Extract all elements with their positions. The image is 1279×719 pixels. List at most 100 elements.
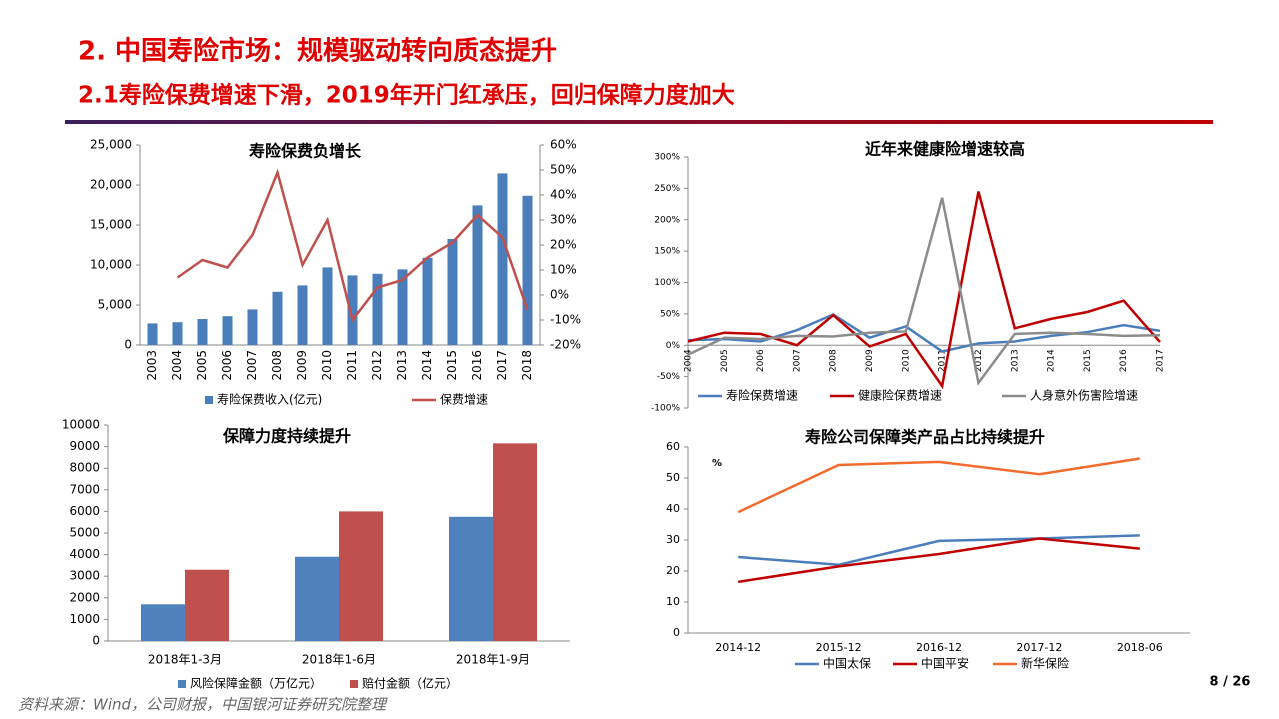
x-tick-label: 2018年1-9月 [456, 653, 530, 667]
y-tick-label: 20 [666, 564, 680, 577]
y2-tick-label: -10% [550, 313, 581, 327]
x-tick-label: 2008 [270, 350, 284, 381]
header-rule [65, 120, 1213, 124]
legend-swatch [178, 680, 186, 688]
x-tick-label: 2014 [1047, 349, 1057, 372]
chart-title: 寿险公司保障类产品占比持续提升 [805, 428, 1045, 447]
y-tick-label: 0 [673, 626, 680, 639]
bar [522, 195, 533, 345]
legend-label: 人身意外伤害险增速 [1030, 388, 1138, 403]
y-tick-label: 50 [666, 471, 680, 484]
legend-label: 中国平安 [921, 656, 969, 671]
legend-label: 中国太保 [823, 656, 871, 671]
x-tick-label: 2011 [345, 350, 359, 381]
x-tick-label: 2012 [974, 349, 984, 372]
chart-title: 寿险保费负增长 [249, 142, 362, 161]
y-tick-label: 5000 [69, 526, 100, 540]
x-tick-label: 2015-12 [816, 641, 862, 654]
y-tick-label: 8000 [69, 461, 100, 475]
x-tick-label: 2010 [901, 349, 911, 372]
bar [247, 309, 258, 345]
y-tick-label: 150% [654, 247, 680, 257]
x-tick-label: 2013 [1010, 349, 1020, 372]
bar [397, 269, 408, 345]
y-tick-label: 2000 [69, 590, 100, 604]
bar [449, 516, 493, 641]
y-tick-label: 0% [666, 341, 681, 351]
legend-swatch [350, 680, 358, 688]
x-tick-label: 2014-12 [715, 641, 761, 654]
bar [497, 173, 508, 345]
bar [472, 205, 483, 345]
legend-label: 风险保障金额（万亿元） [190, 676, 322, 691]
bar [295, 556, 339, 641]
x-tick-label: 2015 [1083, 349, 1093, 372]
bar [147, 323, 158, 345]
x-tick-label: 2008 [829, 349, 839, 372]
slide-title: 2. 中国寿险市场：规模驱动转向质态提升 [78, 36, 557, 67]
y2-tick-label: 20% [550, 238, 577, 252]
bar [447, 239, 458, 345]
x-tick-label: 2007 [792, 349, 802, 372]
x-tick-label: 2018年1-3月 [148, 653, 222, 667]
bar [322, 267, 333, 345]
x-tick-label: 2018 [520, 350, 534, 381]
bar [339, 511, 383, 641]
y-tick-label: 50% [660, 309, 680, 319]
x-tick-label: 2016 [470, 350, 484, 381]
x-tick-label: 2018-06 [1117, 641, 1163, 654]
x-tick-label: 2009 [865, 349, 875, 372]
legend-label: 健康险保费增速 [858, 388, 942, 403]
x-tick-label: 2006 [220, 350, 234, 381]
x-tick-label: 2012 [370, 350, 384, 381]
x-tick-label: 2015 [445, 350, 459, 381]
y-tick-label: 25,000 [90, 138, 132, 152]
bar [347, 275, 358, 345]
y-tick-label: 10000 [62, 418, 100, 432]
y-tick-label: 4000 [69, 547, 100, 561]
y-tick-label: 250% [654, 184, 680, 194]
chart-title: 保障力度持续提升 [222, 427, 351, 446]
x-tick-label: 2017 [1156, 349, 1166, 372]
y2-tick-label: 0% [550, 288, 569, 302]
y-tick-label: 1000 [69, 612, 100, 626]
y2-tick-label: 50% [550, 163, 577, 177]
chart-title: 近年来健康险增速较高 [865, 140, 1025, 159]
bar [222, 316, 233, 345]
y-tick-label: 300% [654, 153, 680, 163]
legend-label: 寿险保费收入(亿元) [217, 392, 322, 407]
bar [493, 443, 537, 641]
x-tick-label: 2010 [320, 350, 334, 381]
y-tick-label: -50% [657, 372, 681, 382]
x-tick-label: 2017-12 [1016, 641, 1062, 654]
bar [172, 322, 183, 345]
bar [141, 604, 185, 641]
x-tick-label: 2009 [295, 350, 309, 381]
x-tick-label: 2016 [1119, 349, 1129, 372]
bar [185, 569, 229, 641]
x-tick-label: 2011 [938, 349, 948, 372]
y-tick-label: 0 [92, 634, 100, 648]
y-tick-label: 10 [666, 595, 680, 608]
x-tick-label: 2005 [720, 349, 730, 372]
x-tick-label: 2004 [684, 349, 694, 372]
y-tick-label: 100% [654, 278, 680, 288]
line-series [687, 191, 1161, 390]
legend-label: 保费增速 [440, 393, 488, 407]
source-note: 资料来源：Wind，公司财报，中国银河证券研究院整理 [18, 696, 388, 714]
y2-tick-label: 30% [550, 213, 577, 227]
line-series [737, 457, 1140, 514]
y2-tick-label: 40% [550, 188, 577, 202]
bar [197, 319, 208, 345]
x-tick-label: 2003 [145, 350, 159, 381]
y-tick-label: 30 [666, 533, 680, 546]
legend-swatch [205, 396, 213, 404]
y-tick-label: 200% [654, 215, 680, 225]
x-tick-label: 2017 [495, 350, 509, 381]
bar [372, 273, 383, 345]
line-series [738, 534, 1140, 567]
x-tick-label: 2004 [170, 350, 184, 381]
bar [422, 257, 433, 345]
x-tick-label: 2014 [420, 350, 434, 381]
y-tick-label: -100% [651, 404, 680, 414]
